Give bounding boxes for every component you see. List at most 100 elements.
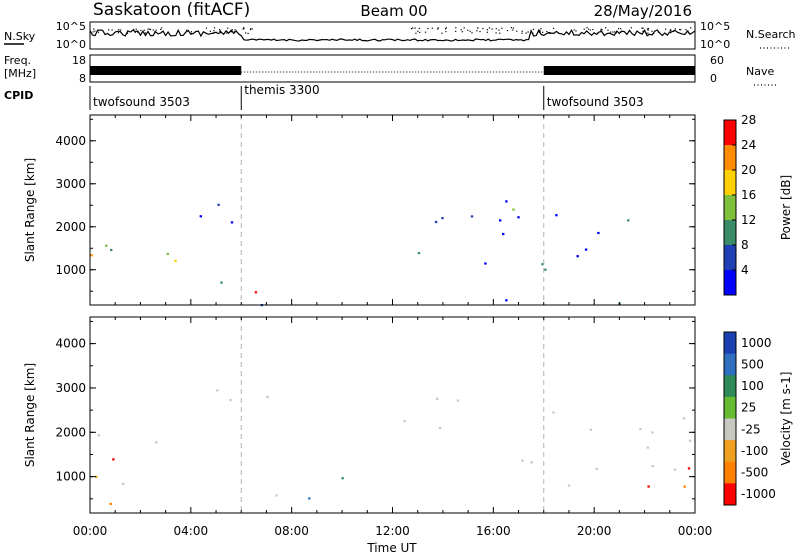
heatmap-cell: [499, 219, 502, 222]
heatmap-cell: [544, 268, 547, 271]
nave-tick-top: 60: [710, 54, 724, 67]
heatmap-cell: [122, 482, 125, 485]
colorbar-tick-label: 4: [741, 263, 749, 277]
y-axis-label: Slant Range [km]: [23, 158, 37, 262]
heatmap-cell: [199, 215, 202, 218]
heatmap-cell: [502, 232, 505, 236]
heatmap-cell: [216, 389, 219, 392]
heatmap-cell: [166, 252, 169, 255]
beam-title: Beam 00: [360, 2, 427, 20]
colorbar-swatch: [724, 170, 736, 196]
nsearch-tick-top: 10^5: [700, 20, 730, 33]
colorbar-swatch: [724, 418, 736, 441]
heatmap-cell: [109, 502, 112, 505]
heatmap-cell: [639, 428, 642, 431]
colorbar-tick-label: -1000: [741, 487, 776, 501]
y-tick-label: 3000: [55, 381, 86, 395]
colorbar-swatch: [724, 396, 736, 419]
heatmap-cell: [567, 484, 571, 487]
colorbar-swatch: [724, 461, 736, 484]
heatmap-cell: [597, 231, 600, 235]
colorbar-swatch: [724, 195, 736, 221]
x-tick-label: 20:00: [577, 524, 612, 538]
colorbar-tick-label: 1000: [741, 336, 772, 350]
freq-unit: [MHz]: [4, 67, 36, 80]
station-title: Saskatoon (fitACF): [93, 0, 250, 20]
heatmap-cell: [254, 291, 258, 294]
heatmap-cell: [521, 459, 524, 462]
heatmap-cell: [687, 467, 691, 470]
heatmap-cell: [651, 465, 654, 468]
x-tick-label: 00:00: [73, 524, 108, 538]
heatmap-cell: [651, 431, 654, 434]
nsky-trace: [89, 27, 696, 42]
date-title: 28/May/2016: [594, 2, 692, 20]
colorbar-tick-label: 8: [741, 238, 749, 252]
heatmap-cell: [589, 428, 593, 431]
heatmap-cell: [682, 417, 686, 420]
x-tick-label: 04:00: [174, 524, 209, 538]
heatmap-cell: [512, 208, 515, 211]
cpid-label: CPID: [4, 89, 33, 102]
heatmap-cell: [441, 217, 444, 220]
heatmap-cell: [517, 216, 520, 219]
heatmap-cell: [541, 263, 544, 266]
cpid-row: twofsound 3503 themis 3300 twofsound 3503: [93, 83, 644, 110]
heatmap-cell: [155, 441, 158, 444]
heatmap-cell: [220, 281, 223, 284]
heatmap-cell: [576, 255, 579, 258]
heatmap-cell: [275, 494, 278, 497]
colorbar-swatch: [724, 353, 736, 376]
nsky-tick-bottom: 10^0: [56, 38, 86, 51]
heatmap-cell: [97, 434, 100, 437]
x-tick-label: 16:00: [476, 524, 511, 538]
freq-trace: [90, 66, 695, 75]
heatmap-cell: [505, 200, 508, 203]
y-tick-label: 1000: [55, 263, 86, 277]
nave-tick-bottom: 0: [710, 72, 717, 85]
heatmap-cells: [95, 389, 692, 505]
nsearch-label: N.Search: [746, 28, 796, 41]
colorbar-tick-label: 12: [741, 213, 756, 227]
y-tick-label: 4000: [55, 337, 86, 351]
x-tick-label: 08:00: [274, 524, 309, 538]
heatmap-cell: [217, 203, 220, 206]
heatmap-cell: [673, 468, 677, 471]
heatmap-cell: [403, 420, 406, 423]
time-axis: 00:00 04:00 08:00 12:00 16:00 20:00 00:00: [73, 524, 713, 538]
colorbar-swatch: [724, 120, 736, 146]
colorbar-tick-label: -25: [741, 422, 761, 436]
heatmap-cell: [417, 252, 421, 255]
y-tick-label: 4000: [55, 134, 86, 148]
heatmap-cell: [112, 458, 115, 461]
time-axis-label: Time UT: [366, 541, 417, 554]
heatmap-cell: [229, 399, 232, 402]
heatmap-cell: [647, 485, 650, 488]
heatmap-cell: [627, 219, 630, 222]
heatmap-cell: [341, 477, 344, 480]
heatmap-cell: [174, 259, 177, 262]
y-tick-label: 2000: [55, 425, 86, 439]
heatmap-cell: [90, 254, 93, 257]
nsky-strip-frame: [89, 21, 696, 50]
colorbar-swatch: [724, 440, 736, 463]
heatmap-cell: [434, 220, 438, 224]
cpid-segment-label: twofsound 3503: [547, 95, 644, 109]
heatmap-cell: [436, 397, 439, 400]
freq-band-segment-1: [90, 66, 242, 75]
heatmap-cell: [105, 244, 108, 247]
freq-tick-top: 18: [72, 54, 86, 67]
y-tick-label: 1000: [55, 470, 86, 484]
cpid-segment-label: themis 3300: [244, 83, 319, 97]
colorbar-tick-label: 25: [741, 401, 756, 415]
colorbar-swatch: [724, 483, 736, 506]
colorbar-tick-label: -500: [741, 466, 768, 480]
colorbar-swatch: [724, 375, 736, 398]
heatmap-cell: [584, 248, 588, 251]
nsky-tick-top: 10^5: [56, 20, 86, 33]
heatmap-cell: [308, 497, 311, 500]
heatmap-cell: [266, 395, 269, 399]
colorbar-tick-label: 100: [741, 379, 764, 393]
heatmap-cells: [90, 200, 630, 307]
